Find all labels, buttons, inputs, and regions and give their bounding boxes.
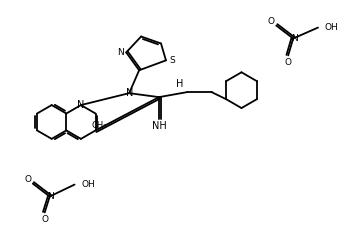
Text: H: H (176, 79, 183, 89)
Text: O: O (24, 175, 31, 184)
Text: O: O (285, 58, 292, 67)
Text: N: N (117, 48, 124, 57)
Text: S: S (169, 56, 175, 65)
Text: N: N (47, 192, 54, 201)
Text: OH: OH (81, 180, 95, 189)
Text: N: N (125, 88, 133, 98)
Text: O: O (41, 215, 48, 224)
Text: N: N (291, 34, 298, 43)
Text: N: N (77, 100, 85, 110)
Text: OH: OH (325, 23, 339, 32)
Text: NH: NH (152, 121, 166, 131)
Text: O: O (268, 17, 275, 26)
Text: CH₃: CH₃ (92, 121, 107, 130)
